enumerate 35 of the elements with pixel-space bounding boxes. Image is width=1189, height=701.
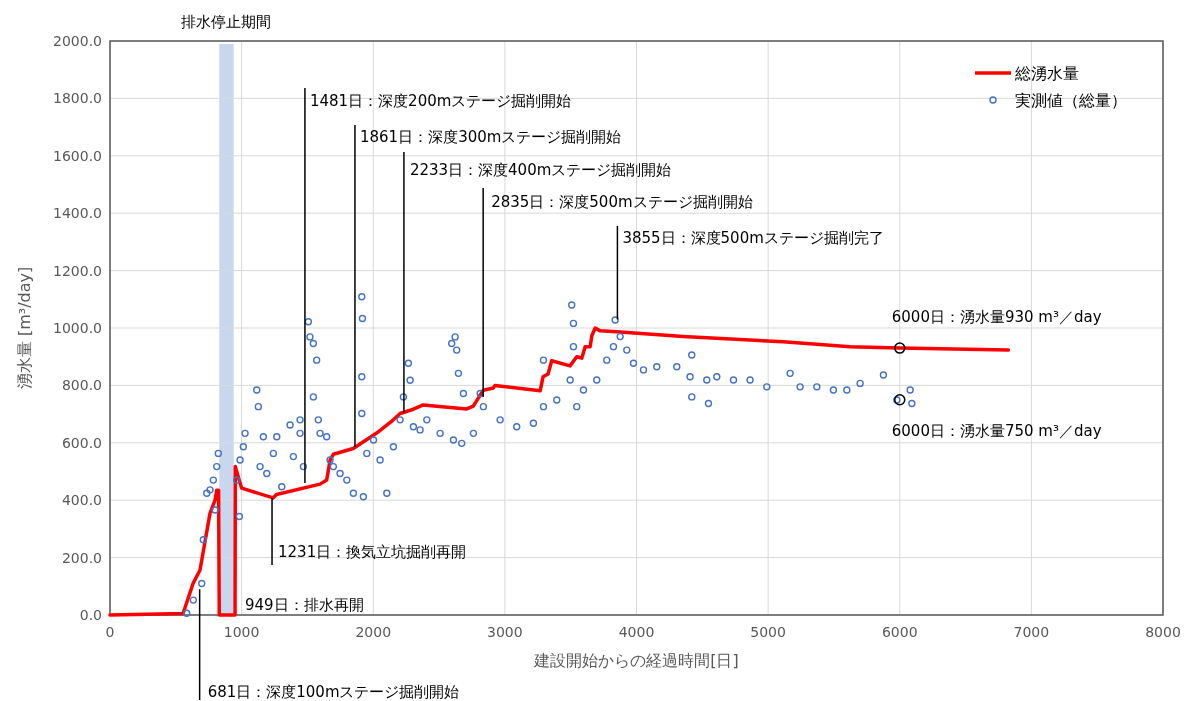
x-tick-label: 0 [105, 624, 115, 640]
y-tick-label: 1000.0 [53, 320, 102, 336]
y-tick-label: 800.0 [61, 377, 102, 394]
annotation: 2233日：深度400mステージ掘削開始 [409, 161, 672, 179]
y-axis-title: 湧水量 [m³/day] [15, 266, 34, 390]
x-axis-title: 建設開始からの経過時間[日] [533, 651, 739, 670]
legend-label: 実測値（総量） [1015, 91, 1127, 110]
annotation: 2835日：深度500mステージ掘削開始 [491, 193, 753, 211]
x-tick-label: 7000 [1013, 624, 1050, 640]
annotation: 6000日：湧水量930 m³／day [891, 308, 1102, 327]
y-tick-label: 200.0 [61, 549, 102, 566]
x-tick-label: 2000 [355, 624, 392, 640]
legend-label: 総湧水量 [1014, 64, 1079, 83]
annotation: 1231日：換気立坑掘削再開 [278, 543, 467, 561]
x-tick-label: 4000 [618, 624, 655, 640]
y-tick-label: 600.0 [61, 434, 102, 451]
annotation: 3855日：深度500mステージ掘削完了 [622, 229, 884, 247]
y-tick-label: 400.0 [61, 492, 102, 509]
y-tick-label: 2000.0 [53, 33, 102, 49]
y-tick-label: 1400.0 [53, 205, 102, 222]
y-tick-label: 0.0 [79, 607, 102, 623]
x-tick-label: 8000 [1145, 624, 1181, 640]
y-tick-label: 1800.0 [53, 90, 102, 107]
x-tick-label: 3000 [487, 624, 523, 640]
y-tick-label: 1600.0 [53, 147, 102, 164]
annotation: 1861日：深度300mステージ掘削開始 [359, 128, 622, 146]
annotation: 1481日：深度200mステージ掘削開始 [309, 92, 572, 110]
annotation: 6000日：湧水量750 m³／day [891, 421, 1102, 440]
y-tick-label: 1200.0 [53, 262, 102, 279]
annotation: 949日：排水再開 [244, 596, 364, 614]
x-tick-label: 5000 [750, 624, 786, 640]
annotation: 681日：深度100mステージ掘削開始 [207, 683, 460, 701]
x-tick-label: 6000 [881, 624, 918, 640]
band-label: 排水停止期間 [181, 13, 272, 31]
x-tick-label: 1000 [223, 624, 260, 640]
